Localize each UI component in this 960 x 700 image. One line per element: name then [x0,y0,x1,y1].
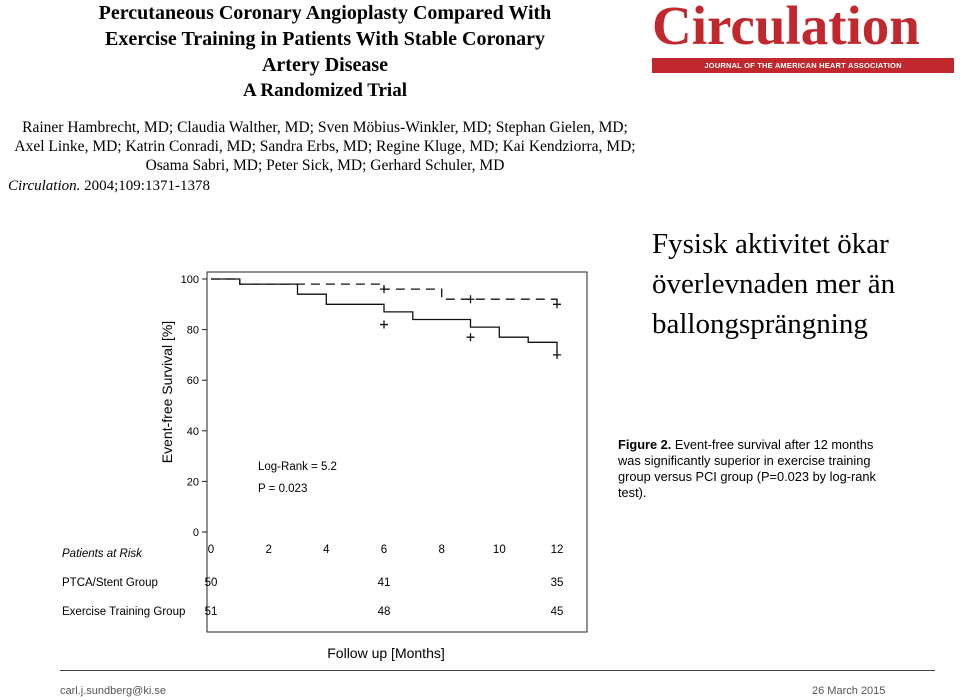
slide-headline: Fysisk aktivitet ökar överlevnaden mer ä… [652,224,952,344]
risk-value-ptca: 41 [378,577,391,589]
journal-logo: Circulation JOURNAL OF THE AMERICAN HEAR… [650,0,958,76]
censor-mark-exercise [553,300,561,309]
y-tick-label: 20 [187,476,199,488]
article-subtitle: A Randomized Trial [243,80,407,101]
article-title: Percutaneous Coronary Angioplasty Compar… [0,0,650,104]
headline-line-2: överlevnaden mer än [652,268,896,300]
risk-value-exercise: 45 [551,606,564,618]
risk-value-exercise: 51 [205,606,218,618]
caption-label: Figure 2. [618,437,672,452]
x-tick-label: 12 [551,544,564,556]
caption-text-2: (P=0.023 by log-rank test). [618,469,876,500]
y-axis-label: Event-free Survival [%] [159,321,175,463]
plot-frame [206,271,588,633]
author-list: Rainer Hambrecht, MD; Claudia Walther, M… [0,118,650,175]
title-line-1: Percutaneous Coronary Angioplasty Compar… [98,2,552,24]
risk-row-label-exercise: Exercise Training Group [62,606,185,618]
y-tick-label: 80 [187,325,199,337]
y-tick-label: 0 [193,527,199,539]
authors-line-3: Osama Sabri, MD; Peter Sick, MD; Gerhard… [145,157,505,174]
x-axis-label: Follow up [Months] [327,645,445,661]
headline-line-1: Fysisk aktivitet ökar [652,228,889,260]
citation-journal: Circulation. [8,178,81,194]
y-tick-label: 40 [187,426,199,438]
x-tick-label: 4 [323,544,330,556]
authors-line-2: Axel Linke, MD; Katrin Conradi, MD; Sand… [14,138,636,155]
risk-value-exercise: 48 [378,606,391,618]
footer-date: 26 March 2015 [812,685,886,697]
censor-mark-ptca [553,350,561,359]
y-tick-label: 60 [187,375,199,387]
y-tick-label: 100 [181,274,199,286]
title-line-2: Exercise Training in Patients With Stabl… [104,28,546,50]
caption-text: Event-free survival after 12 months was … [618,437,874,484]
logo-tagline: JOURNAL OF THE AMERICAN HEART ASSOCIATIO… [704,61,902,70]
pvalue-annotation: P = 0.023 [258,483,307,495]
logrank-annotation: Log-Rank = 5.2 [258,461,337,473]
authors-line-1: Rainer Hambrecht, MD; Claudia Walther, M… [22,119,628,136]
risk-table-header: Patients at Risk [62,548,143,560]
footer-email: carl.j.sundberg@ki.se [60,685,166,697]
footer-divider [60,670,935,671]
logo-tagline-bar: JOURNAL OF THE AMERICAN HEART ASSOCIATIO… [652,58,954,73]
figure-caption: Figure 2. Event-free survival after 12 m… [618,437,878,501]
risk-value-ptca: 50 [205,577,218,589]
headline-line-3: ballongsprängning [652,308,868,340]
x-tick-label: 10 [493,544,506,556]
citation: Circulation. 2004;109:1371-1378 [8,178,210,195]
title-line-3: Artery Disease [261,54,389,76]
censor-mark-ptca [380,320,388,329]
citation-ref: 2004;109:1371-1378 [84,178,210,194]
x-tick-label: 2 [265,544,271,556]
x-tick-label: 0 [208,544,214,556]
logo-wordmark: Circulation [652,0,920,56]
risk-value-ptca: 35 [551,577,564,589]
x-tick-label: 8 [438,544,444,556]
censor-mark-exercise [380,285,388,294]
risk-row-label-ptca: PTCA/Stent Group [62,577,158,589]
censor-mark-exercise [466,295,475,304]
censor-mark-ptca [466,333,475,342]
x-tick-label: 6 [381,544,387,556]
